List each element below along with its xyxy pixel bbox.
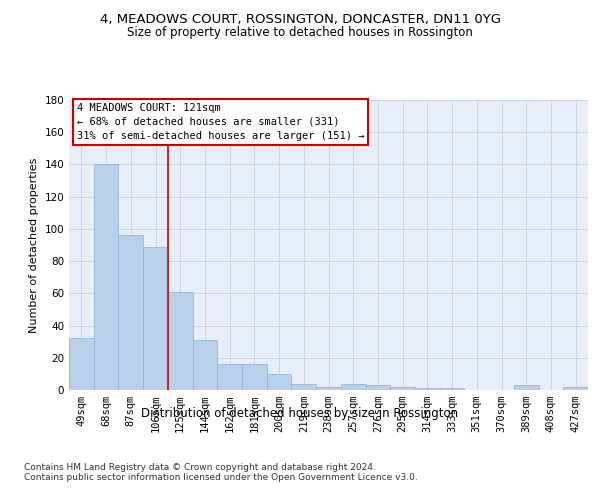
Bar <box>267 374 292 390</box>
Bar <box>390 387 415 390</box>
Text: 4, MEADOWS COURT, ROSSINGTON, DONCASTER, DN11 0YG: 4, MEADOWS COURT, ROSSINGTON, DONCASTER,… <box>100 12 500 26</box>
Text: Contains HM Land Registry data © Crown copyright and database right 2024.
Contai: Contains HM Land Registry data © Crown c… <box>24 462 418 482</box>
Bar <box>365 385 390 390</box>
Bar <box>440 388 464 390</box>
Bar <box>217 364 242 390</box>
Bar <box>242 364 267 390</box>
Bar <box>316 387 341 390</box>
Bar <box>69 338 94 390</box>
Text: Distribution of detached houses by size in Rossington: Distribution of detached houses by size … <box>142 408 458 420</box>
Bar <box>168 292 193 390</box>
Bar <box>292 384 316 390</box>
Y-axis label: Number of detached properties: Number of detached properties <box>29 158 39 332</box>
Text: Size of property relative to detached houses in Rossington: Size of property relative to detached ho… <box>127 26 473 39</box>
Bar <box>193 340 217 390</box>
Bar <box>118 236 143 390</box>
Bar <box>563 387 588 390</box>
Bar <box>94 164 118 390</box>
Bar <box>143 246 168 390</box>
Bar <box>341 384 365 390</box>
Bar <box>415 388 440 390</box>
Bar <box>514 385 539 390</box>
Text: 4 MEADOWS COURT: 121sqm
← 68% of detached houses are smaller (331)
31% of semi-d: 4 MEADOWS COURT: 121sqm ← 68% of detache… <box>77 103 364 141</box>
